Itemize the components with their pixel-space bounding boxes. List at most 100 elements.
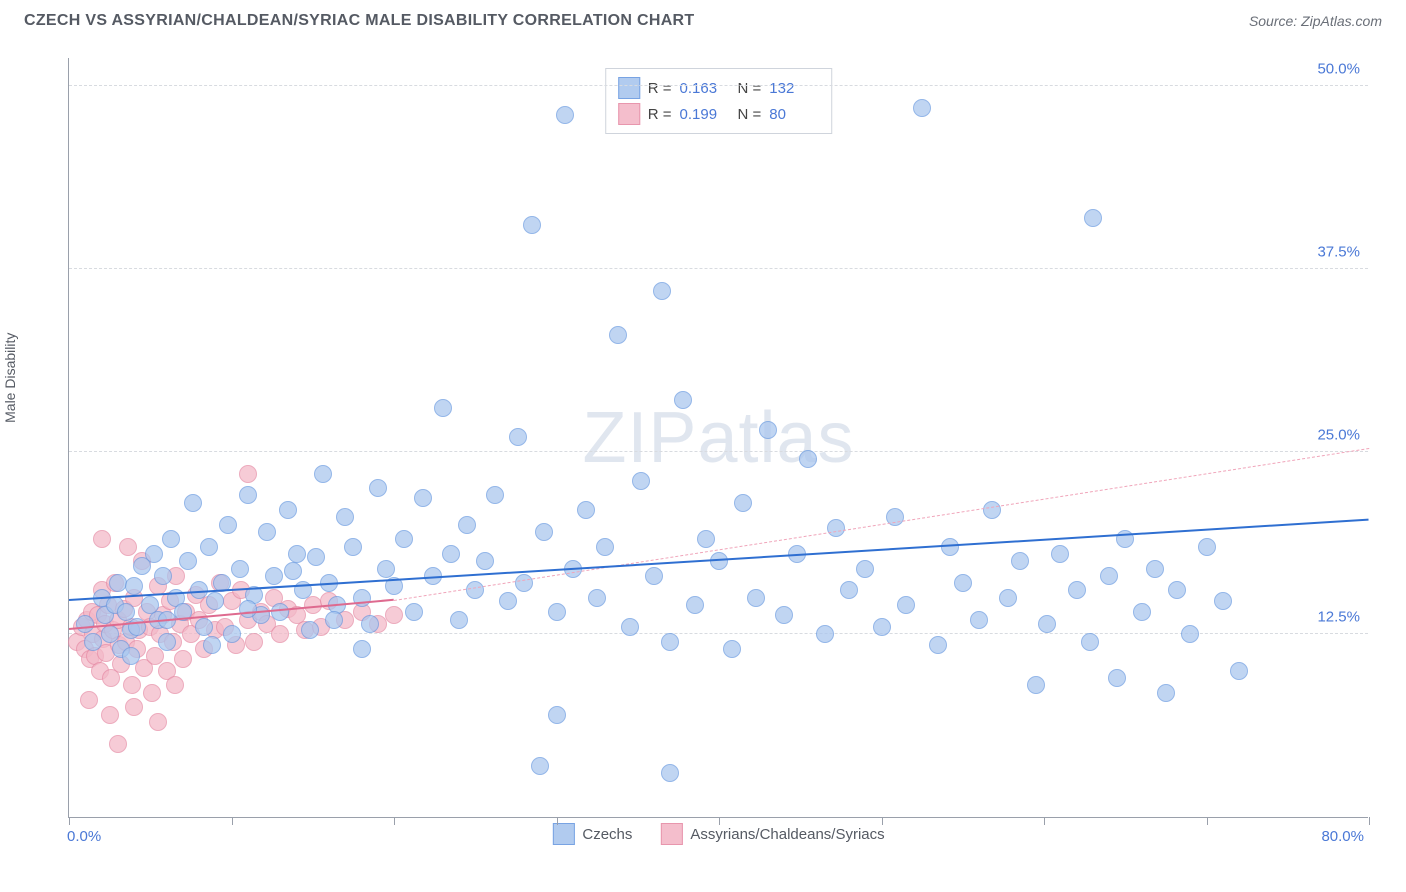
x-start-label: 0.0% bbox=[67, 828, 101, 845]
data-point-blue bbox=[1168, 581, 1186, 599]
data-point-blue bbox=[983, 501, 1001, 519]
data-point-pink bbox=[80, 691, 98, 709]
data-point-pink bbox=[239, 465, 257, 483]
data-point-blue bbox=[1146, 560, 1164, 578]
data-point-blue bbox=[314, 465, 332, 483]
data-point-blue bbox=[450, 611, 468, 629]
gridline bbox=[69, 633, 1368, 634]
data-point-blue bbox=[697, 530, 715, 548]
x-tick bbox=[394, 817, 395, 825]
data-point-blue bbox=[1133, 603, 1151, 621]
legend-item-blue: Czechs bbox=[552, 823, 632, 845]
data-point-blue bbox=[206, 592, 224, 610]
data-point-blue bbox=[1198, 538, 1216, 556]
data-point-blue bbox=[284, 562, 302, 580]
data-point-blue bbox=[154, 567, 172, 585]
data-point-blue bbox=[499, 592, 517, 610]
data-point-blue bbox=[219, 516, 237, 534]
data-point-blue bbox=[414, 489, 432, 507]
data-point-blue bbox=[344, 538, 362, 556]
data-point-pink bbox=[119, 538, 137, 556]
data-point-blue bbox=[1081, 633, 1099, 651]
data-point-blue bbox=[395, 530, 413, 548]
data-point-blue bbox=[1051, 545, 1069, 563]
data-point-blue bbox=[609, 326, 627, 344]
x-tick bbox=[882, 817, 883, 825]
data-point-blue bbox=[76, 615, 94, 633]
data-point-pink bbox=[149, 713, 167, 731]
data-point-blue bbox=[1011, 552, 1029, 570]
data-point-blue bbox=[239, 486, 257, 504]
data-point-blue bbox=[84, 633, 102, 651]
data-point-blue bbox=[621, 618, 639, 636]
data-point-blue bbox=[827, 519, 845, 537]
data-point-blue bbox=[856, 560, 874, 578]
data-point-blue bbox=[759, 421, 777, 439]
data-point-blue bbox=[515, 574, 533, 592]
data-point-blue bbox=[239, 600, 257, 618]
gridline bbox=[69, 268, 1368, 269]
data-point-blue bbox=[548, 706, 566, 724]
data-point-blue bbox=[873, 618, 891, 636]
data-point-blue bbox=[458, 516, 476, 534]
data-point-blue bbox=[223, 625, 241, 643]
data-point-blue bbox=[596, 538, 614, 556]
data-point-blue bbox=[466, 581, 484, 599]
data-point-blue bbox=[1100, 567, 1118, 585]
swatch-blue bbox=[618, 77, 640, 99]
y-tick-label: 12.5% bbox=[1317, 609, 1360, 626]
data-point-blue bbox=[970, 611, 988, 629]
data-point-blue bbox=[577, 501, 595, 519]
data-point-blue bbox=[145, 545, 163, 563]
data-point-pink bbox=[93, 530, 111, 548]
data-point-blue bbox=[405, 603, 423, 621]
x-tick bbox=[1369, 817, 1370, 825]
data-point-blue bbox=[279, 501, 297, 519]
data-point-blue bbox=[162, 530, 180, 548]
data-point-pink bbox=[101, 706, 119, 724]
data-point-blue bbox=[353, 640, 371, 658]
data-point-blue bbox=[913, 99, 931, 117]
data-point-blue bbox=[1214, 592, 1232, 610]
data-point-blue bbox=[1108, 669, 1126, 687]
data-point-blue bbox=[476, 552, 494, 570]
x-tick bbox=[1207, 817, 1208, 825]
series-legend: Czechs Assyrians/Chaldeans/Syriacs bbox=[552, 823, 884, 845]
data-point-blue bbox=[954, 574, 972, 592]
data-point-blue bbox=[361, 615, 379, 633]
data-point-blue bbox=[548, 603, 566, 621]
data-point-blue bbox=[653, 282, 671, 300]
data-point-blue bbox=[674, 391, 692, 409]
x-tick bbox=[232, 817, 233, 825]
data-point-blue bbox=[203, 636, 221, 654]
data-point-pink bbox=[109, 735, 127, 753]
plot-area: ZIPatlas R =0.163 N =132 R =0.199 N =80 … bbox=[68, 58, 1368, 818]
data-point-blue bbox=[645, 567, 663, 585]
data-point-blue bbox=[632, 472, 650, 490]
data-point-blue bbox=[486, 486, 504, 504]
data-point-blue bbox=[158, 633, 176, 651]
data-point-blue bbox=[369, 479, 387, 497]
data-point-blue bbox=[509, 428, 527, 446]
data-point-blue bbox=[377, 560, 395, 578]
data-point-blue bbox=[1027, 676, 1045, 694]
data-point-blue bbox=[723, 640, 741, 658]
data-point-blue bbox=[929, 636, 947, 654]
gridline bbox=[69, 85, 1368, 86]
y-axis-label: Male Disability bbox=[2, 333, 18, 423]
data-point-blue bbox=[301, 621, 319, 639]
data-point-blue bbox=[125, 577, 143, 595]
data-point-blue bbox=[288, 545, 306, 563]
data-point-blue bbox=[1038, 615, 1056, 633]
data-point-blue bbox=[258, 523, 276, 541]
data-point-blue bbox=[122, 647, 140, 665]
y-tick-label: 50.0% bbox=[1317, 61, 1360, 78]
correlation-legend: R =0.163 N =132 R =0.199 N =80 bbox=[605, 68, 833, 134]
data-point-blue bbox=[840, 581, 858, 599]
data-point-blue bbox=[816, 625, 834, 643]
data-point-blue bbox=[1181, 625, 1199, 643]
data-point-blue bbox=[231, 560, 249, 578]
data-point-pink bbox=[143, 684, 161, 702]
data-point-pink bbox=[123, 676, 141, 694]
data-point-pink bbox=[385, 606, 403, 624]
